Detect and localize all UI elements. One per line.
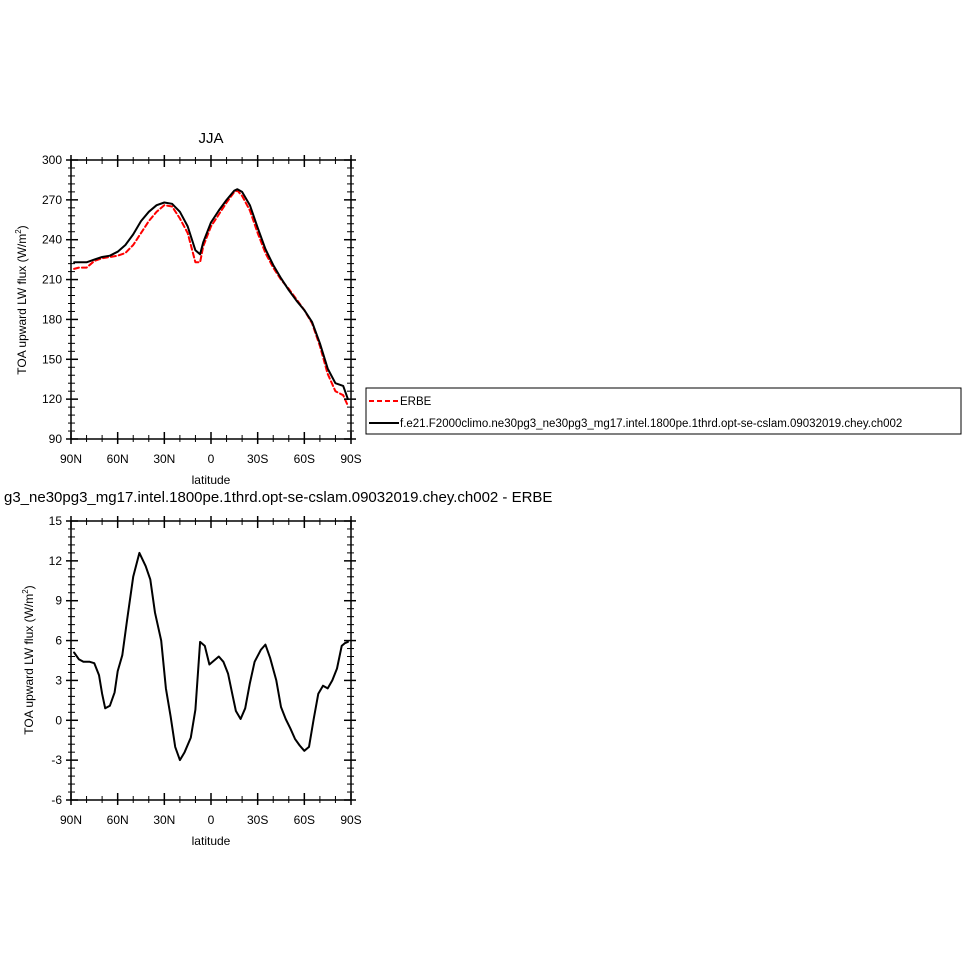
top-chart-y-tick-label: 270 xyxy=(42,193,62,207)
top-chart-y-tick-label: 300 xyxy=(42,153,62,167)
top-chart-legend: ERBE f.e21.F2000climo.ne30pg3_ne30pg3_mg… xyxy=(365,387,962,435)
top-chart-x-tick-label: 90S xyxy=(340,452,361,466)
top-chart-panel: JJA 90N 60N 30N 0 30S 60S 90S 90 120 150 180 210 240… xyxy=(14,130,362,487)
top-chart-y-tick-label: 180 xyxy=(42,312,62,326)
bottom-chart-x-tick-label: 30N xyxy=(153,813,175,827)
legend-box xyxy=(365,387,962,435)
bottom-chart-x-tick-label: 60S xyxy=(294,813,315,827)
legend-label-erbe: ERBE xyxy=(400,396,432,408)
top-chart-x-tick-label: 60S xyxy=(294,452,315,466)
bottom-chart-title: g3_ne30pg3_mg17.intel.1800pe.1thrd.opt-s… xyxy=(4,489,552,506)
bottom-chart-y-tick-label: 9 xyxy=(55,594,62,608)
bottom-chart-x-tick-label: 90N xyxy=(60,813,82,827)
top-chart-x-tick-label: 90N xyxy=(60,452,82,466)
bottom-chart-y-tick-label: 15 xyxy=(49,514,63,528)
top-chart-y-tick-label: 120 xyxy=(42,392,62,406)
top-chart-y-tick-label: 210 xyxy=(42,273,62,287)
top-chart-y-axis-label: TOA upward LW flux (W/m2) xyxy=(14,225,29,374)
top-chart-title: JJA xyxy=(198,130,223,147)
top-chart-y-tick-label: 150 xyxy=(42,352,62,366)
bottom-chart-x-tick-label: 60N xyxy=(107,813,129,827)
bottom-chart-y-tick-label: -6 xyxy=(51,793,62,807)
bottom-chart-panel: g3_ne30pg3_mg17.intel.1800pe.1thrd.opt-s… xyxy=(4,489,552,848)
bottom-chart-y-tick-label: 6 xyxy=(55,634,62,648)
bottom-chart-y-tick-label: 0 xyxy=(55,713,62,727)
top-chart-series-line-model xyxy=(73,188,349,401)
bottom-chart-series-line-difference xyxy=(73,551,349,762)
bottom-chart-x-tick-label: 90S xyxy=(340,813,361,827)
top-chart-x-tick-label: 60N xyxy=(107,452,129,466)
top-chart-x-tick-label: 30S xyxy=(247,452,268,466)
bottom-chart-x-axis-label: latitude xyxy=(192,834,231,848)
legend-label-model: f.e21.F2000climo.ne30pg3_ne30pg3_mg17.in… xyxy=(400,418,902,430)
top-chart-y-tick-label: 90 xyxy=(49,432,63,446)
bottom-chart-x-tick-label: 0 xyxy=(208,813,215,827)
top-chart-x-tick-label: 30N xyxy=(153,452,175,466)
bottom-chart-x-tick-label: 30S xyxy=(247,813,268,827)
top-chart-x-axis-label: latitude xyxy=(192,473,231,487)
bottom-chart-y-tick-label: 3 xyxy=(55,673,62,687)
bottom-chart-y-axis-label: TOA upward LW flux (W/m2) xyxy=(21,585,36,734)
bottom-chart-y-tick-label: -3 xyxy=(51,753,62,767)
top-chart-x-tick-label: 0 xyxy=(208,452,215,466)
top-chart-y-tick-label: 240 xyxy=(42,233,62,247)
bottom-chart-y-tick-label: 12 xyxy=(49,554,63,568)
